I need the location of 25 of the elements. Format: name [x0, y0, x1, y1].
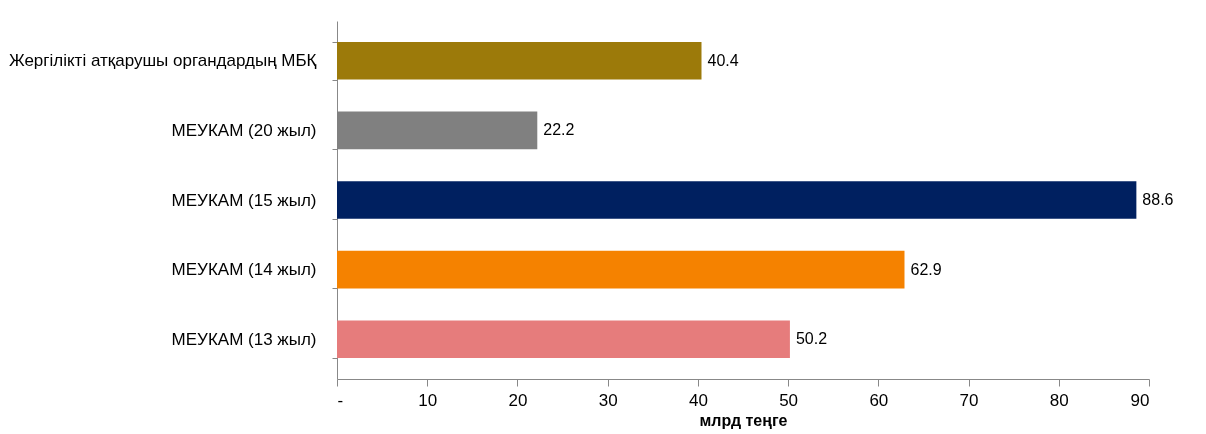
x-tick-label: -	[337, 390, 344, 410]
data-label: 50.2	[795, 330, 828, 348]
y-tick-label: МЕУКАМ (20 жыл)	[171, 120, 317, 140]
x-tick-label: 80	[1049, 390, 1069, 410]
x-tick-label: 70	[959, 390, 979, 410]
bar	[337, 181, 1137, 219]
bar	[337, 41, 702, 80]
x-tick-label: 20	[508, 390, 528, 410]
x-tick-label: 90	[1130, 390, 1150, 410]
data-label: 62.9	[910, 260, 942, 278]
y-tick-label: МЕУКАМ (13 жыл)	[171, 329, 317, 349]
data-label: 88.6	[1142, 191, 1174, 208]
bar	[337, 250, 905, 289]
bar	[337, 320, 790, 359]
data-label: 40.4	[707, 51, 739, 69]
data-label: 22.2	[543, 121, 575, 139]
y-tick-label: Жергілікті атқарушы органдардың МБҚ	[8, 51, 317, 71]
x-tick-label: 10	[418, 390, 438, 410]
x-tick-label: 30	[598, 390, 618, 410]
x-tick-label: 60	[869, 390, 889, 410]
x-tick-label: 40	[688, 390, 708, 410]
y-tick-label: МЕУКАМ (15 жыл)	[171, 190, 317, 210]
x-axis-title: млрд теңге	[699, 411, 788, 429]
y-tick-label: МЕУКАМ (14 жыл)	[171, 260, 317, 280]
x-tick-label: 50	[779, 390, 799, 410]
